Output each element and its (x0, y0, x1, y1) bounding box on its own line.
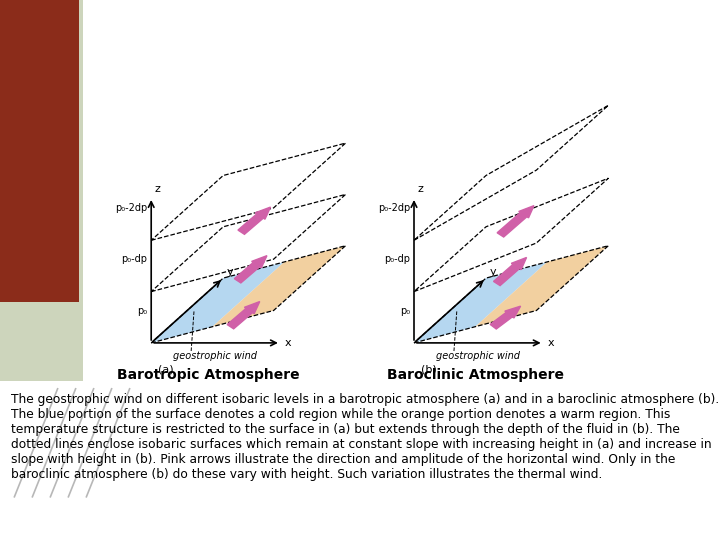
FancyArrow shape (490, 306, 521, 329)
Text: p₀: p₀ (400, 306, 410, 315)
Bar (0, 0, 79, 302)
Text: The geostrophic wind on different isobaric levels in a barotropic atmosphere (a): The geostrophic wind on different isobar… (11, 393, 719, 481)
Text: Baroclinic Atmosphere: Baroclinic Atmosphere (387, 368, 564, 382)
Text: geostrophic wind: geostrophic wind (436, 351, 520, 361)
Text: (a): (a) (158, 364, 174, 375)
Text: y: y (227, 267, 233, 278)
Text: geostrophic wind: geostrophic wind (173, 351, 257, 361)
Polygon shape (212, 246, 346, 327)
FancyArrow shape (493, 258, 526, 286)
Text: p₀: p₀ (138, 306, 148, 315)
FancyArrow shape (497, 206, 534, 237)
Text: x: x (547, 338, 554, 348)
Polygon shape (414, 262, 547, 343)
Text: p₀-2dp: p₀-2dp (115, 203, 148, 213)
Text: p₀-dp: p₀-dp (122, 254, 148, 264)
FancyArrow shape (234, 255, 267, 283)
Text: z: z (155, 184, 161, 194)
Text: p₀-dp: p₀-dp (384, 254, 410, 264)
Text: z: z (418, 184, 423, 194)
Polygon shape (151, 262, 284, 343)
FancyArrow shape (238, 207, 271, 234)
Text: (b): (b) (421, 364, 437, 375)
Text: x: x (284, 338, 291, 348)
Text: p₀-2dp: p₀-2dp (378, 203, 410, 213)
Polygon shape (475, 246, 608, 327)
Bar (83, 0, 720, 381)
Bar (0, 381, 720, 540)
Text: Barotropic Atmosphere: Barotropic Atmosphere (117, 368, 300, 382)
FancyArrow shape (227, 301, 260, 329)
Text: y: y (490, 267, 496, 278)
